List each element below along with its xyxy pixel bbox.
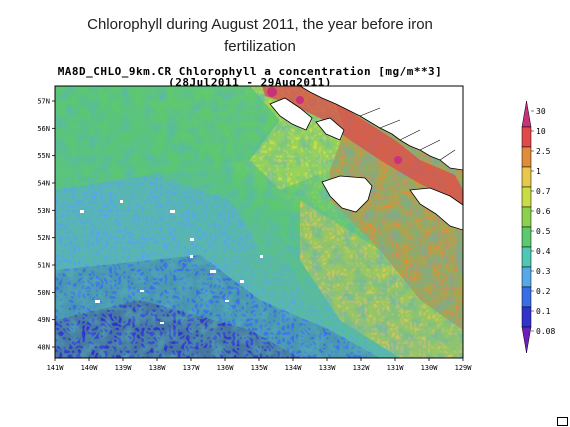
colorbar-swatch [521,146,532,168]
colorbar-swatch [521,186,532,208]
slide-corner-marker [557,417,568,426]
coastal-bloom [262,86,463,205]
lon-tick-label: 132W [353,364,371,372]
fjord-lines [359,107,456,161]
lon-tick-label: 136W [217,364,235,372]
colorbar-swatch [521,226,532,248]
colorbar-label: 1 [536,167,541,176]
plot-title: MA8D_CHLO_9km.CR Chlorophyll a concentra… [40,66,460,88]
lon-tick-label: 137W [183,364,201,372]
lon-tick-label: 129W [455,364,473,372]
lon-tick-label: 131W [387,364,405,372]
slide-title: Chlorophyll during August 2011, the year… [0,14,520,58]
lon-tick-label: 135W [251,364,269,372]
coastal-hotspot-1 [267,87,277,97]
lon-tick-label: 140W [81,364,99,372]
island-haida-gwaii [321,175,373,213]
lat-tick-label: 54N [37,180,50,188]
colorbar-swatch [521,246,532,268]
colorbar-label: 0.4 [536,247,551,256]
colorbar-swatch [521,306,532,328]
colorbar-label: 0.3 [536,267,551,276]
lat-tick-label: 55N [37,152,50,160]
longitude-axis: 141W 140W 139W 138W 137W 136W 135W 134W 133W 132W… [47,358,473,372]
colorbar-label: 2.5 [536,147,551,156]
lon-tick-label: 134W [285,364,303,372]
lat-tick-label: 48N [37,344,50,352]
colorbar-swatch [521,266,532,288]
island-a [269,97,313,131]
lon-tick-label: 133W [319,364,337,372]
lon-tick-label: 139W [115,364,133,372]
latitude-axis: 57N 56N 55N 54N 53N 52N 51N 50N 49N 48N [37,98,55,352]
colorbar-label: 10 [536,127,546,136]
lat-tick-label: 49N [37,316,50,324]
coastal-hotspot-3 [394,156,402,164]
colorbar-swatch [521,166,532,188]
colorbar-label: 0.5 [536,227,551,236]
island-c [409,187,463,231]
slide-title-line2: fertilization [224,38,296,55]
plot-title-line2: (28Jul2011 - 29Aug2011) [168,76,332,89]
colorbar-swatch [521,126,532,148]
colorbar-swatch [521,286,532,308]
plot-title-line1: MA8D_CHLO_9km.CR Chlorophyll a concentra… [57,65,443,78]
colorbar-label: 0.6 [536,207,551,216]
colorbar-label: 30 [536,107,546,116]
colorbar-label: 0.2 [536,287,551,296]
lat-tick-label: 51N [37,262,50,270]
lat-tick-label: 57N [37,98,50,106]
lon-tick-label: 138W [149,364,167,372]
colorbar-label: 0.7 [536,187,551,196]
colorbar-label: 0.1 [536,307,551,316]
lat-tick-label: 56N [37,125,50,133]
lat-tick-label: 50N [37,289,50,297]
map-panel [55,86,463,358]
colorbar: 30 10 2.5 1 0.7 0.6 0.5 0.4 0.3 0.2 0.1 0.08 [521,100,555,354]
colorbar-swatch-top [521,100,532,128]
lon-tick-label: 141W [47,364,65,372]
lat-tick-label: 52N [37,234,50,242]
colorbar-swatch-bottom [521,326,532,354]
slide-title-line1: Chlorophyll during August 2011, the year… [87,16,433,33]
coastal-hotspot-2 [296,96,304,104]
lat-tick-label: 53N [37,207,50,215]
cloud-specks [80,200,263,324]
lon-tick-label: 130W [421,364,439,372]
colorbar-label: 0.08 [536,327,555,336]
island-b [315,117,345,141]
colorbar-swatch [521,206,532,228]
